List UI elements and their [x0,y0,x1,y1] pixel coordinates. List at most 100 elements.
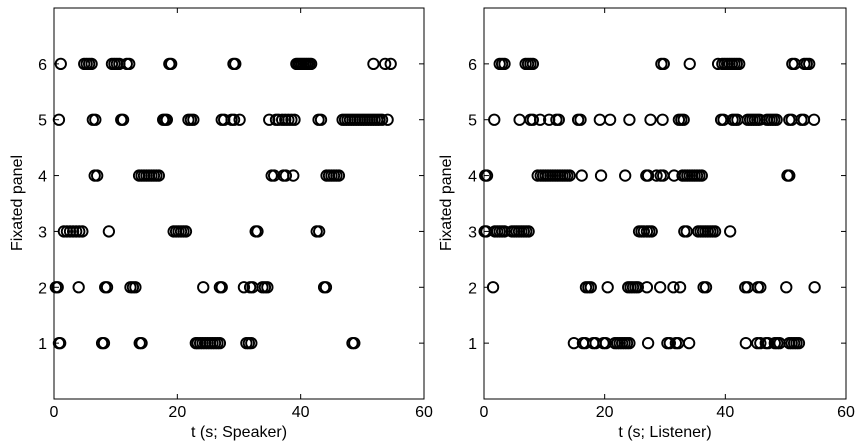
listener-fixation-point-panel-6 [526,57,540,71]
speaker-y-axis-label: Fixated panel [9,155,26,251]
speaker-fixation-point-panel-2 [51,281,64,294]
listener-fixation-point-panel-5 [623,113,636,126]
speaker-x-ticks: 0 20 40 60 [50,8,433,421]
listener-fixation-point-panel-4 [650,169,663,182]
plot-area-frame [53,7,425,400]
speaker-x-axis-label: t (s; Speaker) [191,424,287,441]
speaker-fixation-point-panel-5 [233,113,246,126]
listener-fixation-point-panel-4 [563,169,576,182]
speaker-fixation-point-panel-2 [100,281,114,294]
speaker-fixation-point-panel-6 [367,57,380,71]
speaker-fixation-point-panel-6 [304,57,318,71]
speaker-fixation-point-panel-1 [245,336,258,350]
y-tick-label: 6 [468,57,477,74]
speaker-fixation-point-panel-4 [91,169,104,182]
listener-fixation-point-panel-5 [574,113,587,126]
listener-fixation-point-panel-1 [623,336,636,350]
listener-fixation-point-panel-5 [807,113,821,126]
listener-fixation-point-panel-4 [641,169,655,182]
listener-fixation-point-panel-1 [682,336,696,350]
listener-fixation-point-panel-4 [594,169,608,182]
speaker-fixation-point-panel-2 [215,281,228,294]
listener-fixation-point-panel-2 [673,281,687,294]
listener-fixation-point-panel-2 [584,281,597,294]
y-tick-label: 3 [38,224,47,241]
speaker-fixation-point-panel-4 [279,169,293,182]
listener-fixation-point-panel-5 [677,113,690,126]
y-tick-label: 4 [38,169,47,186]
y-tick-label: 5 [38,113,47,130]
listener-fixation-point-panel-2 [667,281,680,294]
x-tick-label: 40 [292,404,310,421]
plot-area-frame [483,7,847,400]
x-tick-label: 60 [415,404,433,421]
listener-fixation-point-panel-4 [783,169,796,182]
y-tick-label: 2 [38,280,47,297]
speaker-fixation-point-panel-2 [319,281,333,294]
x-tick-label: 0 [480,404,489,421]
speaker-fixation-point-panel-6 [85,57,98,71]
listener-fixation-point-panel-6 [711,57,725,71]
speaker-fixation-point-panel-5 [187,113,200,126]
listener-fixation-point-panel-1 [792,336,806,350]
speaker-data-points [49,57,397,350]
speaker-fixation-point-panel-6 [229,57,242,71]
listener-fixation-point-panel-6 [733,57,746,71]
listener-fixation-point-panel-5 [656,113,669,126]
listener-fixation-point-panel-4 [575,169,588,182]
listener-fixation-point-panel-5 [717,113,730,126]
speaker-scatter-chart: 1 2 3 4 5 6 0 20 40 60 t (s; Speaker) Fixated pa… [9,7,433,441]
y-tick-label: 1 [468,336,477,353]
speaker-fixation-point-panel-3 [179,225,193,238]
listener-fixation-point-panel-5 [533,113,547,126]
listener-fixation-point-panel-5 [526,113,540,126]
speaker-fixation-point-panel-6 [123,57,136,71]
listener-fixation-point-panel-3 [645,225,658,238]
y-tick-label: 1 [38,336,47,353]
speaker-fixation-point-panel-3 [313,225,326,238]
x-tick-label: 20 [596,404,614,421]
y-tick-label: 5 [468,113,477,130]
speaker-fixation-point-panel-4 [267,169,281,182]
listener-fixation-point-panel-5 [603,113,617,126]
listener-fixation-point-panel-2 [699,281,713,294]
speaker-fixation-point-panel-5 [52,113,66,126]
speaker-fixation-point-panel-5 [116,113,130,126]
listener-fixation-point-panel-5 [552,113,565,126]
speaker-fixation-point-panel-4 [287,169,300,182]
speaker-y-ticks: 1 2 3 4 5 6 [38,57,424,353]
x-tick-label: 40 [716,404,734,421]
speaker-fixation-point-panel-5 [288,113,301,126]
listener-fixation-point-panel-5 [644,113,657,126]
listener-fixation-point-panel-6 [803,57,816,71]
speaker-fixation-point-panel-2 [197,281,210,294]
x-tick-label: 60 [837,404,855,421]
listener-fixation-point-panel-2 [601,281,614,294]
listener-fixation-point-panel-1 [663,336,676,350]
listener-fixation-point-panel-2 [780,281,793,294]
listener-scatter-chart: 1 2 3 4 5 6 0 20 40 60 t (s; Listener) Fixated p… [438,7,855,441]
listener-fixation-point-panel-1 [599,336,613,350]
speaker-fixation-point-panel-5 [89,113,102,126]
listener-data-points [478,57,821,350]
listener-fixation-point-panel-3 [680,225,693,238]
listener-y-axis-label: Fixated panel [438,155,455,251]
listener-fixation-point-panel-6 [498,57,511,71]
speaker-fixation-point-panel-2 [72,281,85,294]
listener-fixation-point-panel-3 [522,225,535,238]
speaker-fixation-point-panel-5 [314,113,328,126]
y-tick-label: 3 [468,224,477,241]
speaker-fixation-point-panel-5 [227,113,241,126]
speaker-fixation-point-panel-5 [160,113,174,126]
speaker-fixation-point-panel-4 [152,169,165,182]
speaker-fixation-point-panel-5 [263,113,276,126]
x-tick-label: 0 [50,404,59,421]
listener-fixation-point-panel-1 [762,336,775,350]
speaker-fixation-point-panel-6 [378,57,392,71]
listener-fixation-point-panel-2 [808,281,821,294]
listener-fixation-point-panel-1 [641,336,655,350]
listener-fixation-point-panel-4 [695,169,708,182]
listener-x-axis-label: t (s; Listener) [618,424,711,441]
listener-fixation-point-panel-6 [657,57,670,71]
